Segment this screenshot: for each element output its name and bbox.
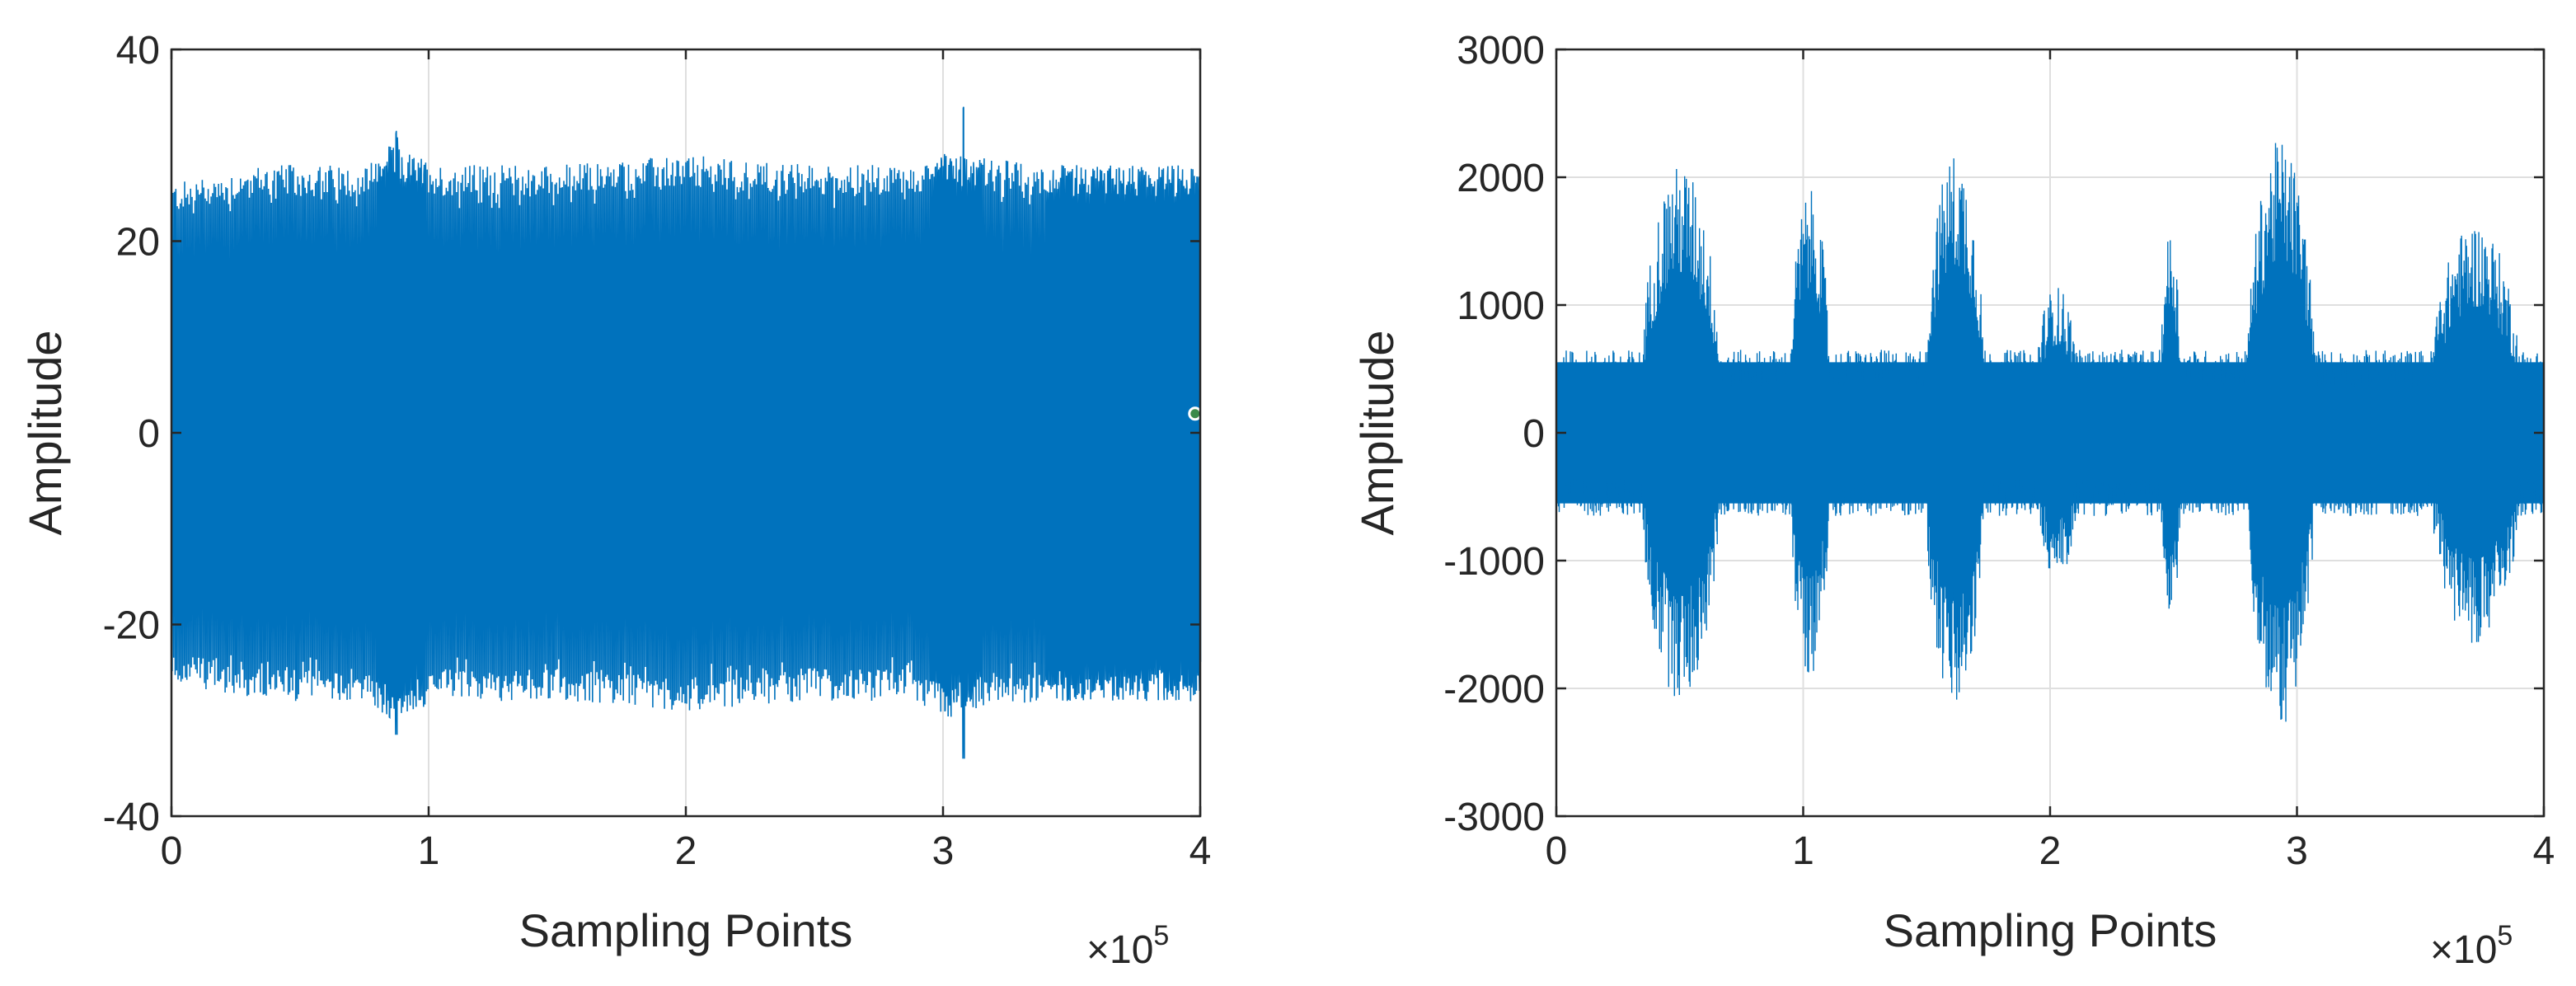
- y-tick-label: 0: [138, 412, 160, 456]
- y-tick-label: 40: [116, 29, 160, 73]
- right-x-exponent-base: ×10: [2430, 928, 2497, 972]
- x-tick-label: 4: [1189, 829, 1212, 873]
- left-x-axis-label: Sampling Points: [519, 904, 853, 956]
- y-tick-label: -2000: [1443, 668, 1545, 711]
- x-tick-label: 4: [2533, 829, 2555, 873]
- signal-line: [1555, 143, 2545, 722]
- x-tick-label: 3: [2286, 829, 2308, 873]
- signal-line: [171, 106, 1202, 759]
- right-subplot: 0 1 2 3 4 -3000 -2000 -1000 0 1000 2000 3000 Sampli…: [1351, 29, 2555, 972]
- y-tick-label: -1000: [1443, 540, 1545, 584]
- y-tick-label: -20: [103, 604, 160, 648]
- y-tick-label: 0: [1523, 412, 1545, 456]
- left-y-axis-label: Amplitude: [19, 330, 71, 535]
- left-ticks: 0 1 2 3 4 -40 -20 0 20 40: [103, 29, 1212, 873]
- left-x-exponent-power: 5: [1153, 920, 1169, 951]
- y-tick-label: -3000: [1443, 796, 1545, 839]
- right-x-exponent-power: 5: [2497, 920, 2513, 951]
- x-tick-label: 2: [675, 829, 697, 873]
- right-x-exponent: ×105: [2430, 920, 2513, 972]
- y-tick-label: 1000: [1457, 284, 1545, 328]
- y-tick-label: 20: [116, 221, 160, 265]
- left-x-exponent-base: ×10: [1086, 928, 1153, 972]
- x-tick-label: 1: [418, 829, 440, 873]
- y-tick-label: 2000: [1457, 157, 1545, 200]
- data-cursor-marker[interactable]: [1188, 406, 1203, 421]
- right-y-axis-label: Amplitude: [1351, 330, 1403, 535]
- right-x-axis-label: Sampling Points: [1884, 904, 2217, 956]
- x-tick-label: 1: [1792, 829, 1814, 873]
- x-tick-label: 0: [161, 829, 183, 873]
- left-signal: [171, 106, 1203, 759]
- y-tick-label: -40: [103, 796, 160, 839]
- x-tick-label: 0: [1546, 829, 1568, 873]
- x-tick-label: 2: [2039, 829, 2062, 873]
- right-signal: [1555, 143, 2545, 722]
- x-tick-label: 3: [932, 829, 955, 873]
- y-tick-label: 3000: [1457, 29, 1545, 73]
- right-ticks: 0 1 2 3 4 -3000 -2000 -1000 0 1000 2000 3000: [1443, 29, 2555, 873]
- left-x-exponent: ×105: [1086, 920, 1169, 972]
- left-subplot: 0 1 2 3 4 -40 -20 0 20 40 Sampling Points Amplitu…: [19, 29, 1211, 972]
